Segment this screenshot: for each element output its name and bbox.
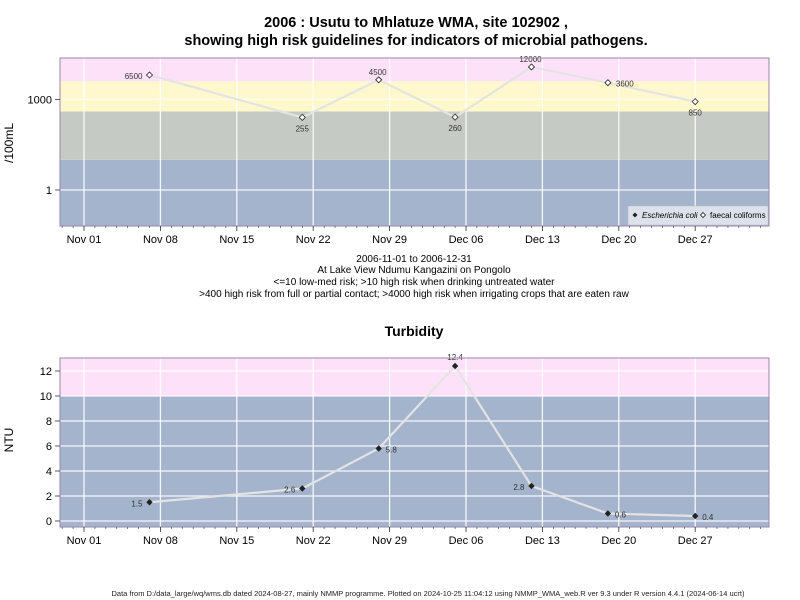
chart1-legend: Escherichia coli faecal coliforms [627,205,769,226]
data-point-filled-diamond [528,482,535,490]
chart1-title-line2: showing high risk guidelines for indicat… [184,33,647,49]
data-label: 3600 [616,80,634,89]
legend-filled-diamond-icon [632,212,638,218]
data-label: 2.6 [284,486,296,495]
x-tick-label: Nov 15 [219,535,254,547]
legend-open-diamond-icon [699,211,707,219]
chart1-risk-bands [60,58,769,226]
y-tick-label: 12 [40,366,52,378]
x-tick-label: Nov 08 [143,234,178,246]
chart2-x-axis: Nov 01 Nov 08 Nov 15 Nov 22 Nov 29 Dec 06 Dec … [61,527,761,547]
data-point-open-diamond [527,63,536,71]
data-point-open-diamond [145,71,154,79]
data-label: 5.8 [386,446,398,455]
x-tick-label: Nov 08 [143,535,178,547]
chart1-title-line1: 2006 : Usutu to Mhlatuze WMA, site 10290… [264,15,568,31]
chart2-title: Turbidity [385,323,444,339]
data-point-open-diamond [691,98,699,106]
data-label: 850 [689,109,703,118]
data-point-open-diamond [298,113,306,121]
chart1-legend-box [627,205,769,226]
chart1-data-labels: 6500 255 4500 260 12000 3600 850 [125,55,703,133]
x-tick-label: Dec 20 [601,535,636,547]
chart2-plot-frame [59,357,770,528]
chart1-gridlines [60,58,769,226]
data-point-filled-diamond [375,445,382,452]
chart1-caption-guideline1: <=10 low-med risk; >10 high risk when dr… [274,277,556,288]
footer-note: Data from D:/data_large/wq/wms.db dated … [112,589,745,598]
data-point-filled-diamond [604,510,612,517]
y-tick-label: 6 [46,441,52,453]
chart2-points [146,362,699,520]
x-tick-label: Dec 27 [678,234,713,246]
data-point-open-diamond [604,79,612,87]
x-tick-label: Nov 29 [372,234,407,246]
data-label: 0.6 [615,511,627,520]
risk-band [60,111,769,160]
y-tick-label: 0 [46,516,52,528]
y-tick-label: 4 [46,466,52,478]
data-label: 4500 [369,68,387,77]
x-tick-label: Nov 29 [372,535,407,547]
x-tick-label: Nov 15 [219,234,254,246]
data-label: 260 [448,124,462,133]
x-tick-label: Nov 22 [296,535,331,547]
chart1-caption-guideline2: >400 high risk from full or partial cont… [199,289,629,300]
data-label: 255 [296,124,310,133]
data-point-open-diamond [375,76,383,84]
y-tick-label: 1 [46,185,52,197]
x-tick-label: Dec 27 [678,535,713,547]
data-label: 6500 [125,72,143,81]
x-tick-label: Dec 06 [449,234,484,246]
y-tick-label: 2 [46,491,52,503]
chart2-risk-bands [60,358,769,527]
y-tick-label: 8 [46,416,52,428]
chart1-plot-frame [59,57,770,227]
data-point-filled-diamond [451,362,459,370]
chart1-y-axis: 1 1000 [28,95,60,197]
data-point-filled-diamond [146,499,153,506]
y-tick-label: 1000 [28,95,52,107]
chart1-caption-site: At Lake View Ndumu Kangazini on Pongolo [317,265,511,276]
chart2-y-axis: 0 2 4 6 8 10 12 [40,366,60,528]
data-label: 2.8 [513,483,525,492]
chart1-points [145,63,699,121]
chart1-legend-entry-faecal-coliforms: faecal coliforms [710,211,766,220]
chart1-legend-entry-ecoli: Escherichia coli [642,211,698,220]
data-point-filled-diamond [692,512,699,520]
x-tick-label: Nov 01 [67,535,102,547]
x-tick-label: Dec 20 [601,234,636,246]
data-point-filled-diamond [299,485,306,492]
risk-band [60,396,769,527]
x-tick-label: Dec 06 [449,535,484,547]
data-label: 0.4 [702,513,714,522]
data-label: 12000 [519,55,542,64]
y-tick-label: 10 [40,391,52,403]
data-point-open-diamond [451,113,459,121]
x-tick-label: Nov 22 [296,234,331,246]
x-tick-label: Dec 13 [525,234,560,246]
x-tick-label: Nov 01 [67,234,102,246]
data-label: 1.5 [131,499,143,508]
x-tick-label: Dec 13 [525,535,560,547]
chart2-y-axis-label: NTU [2,428,16,453]
chart1-caption-daterange: 2006-11-01 to 2006-12-31 [356,254,472,265]
risk-band [60,358,769,396]
chart2-gridlines [60,358,769,527]
chart1-x-axis: Nov 01 Nov 08 Nov 15 Nov 22 Nov 29 Dec 06 Dec … [61,226,761,246]
risk-band [60,58,769,82]
chart1-y-axis-label: /100mL [2,123,16,163]
